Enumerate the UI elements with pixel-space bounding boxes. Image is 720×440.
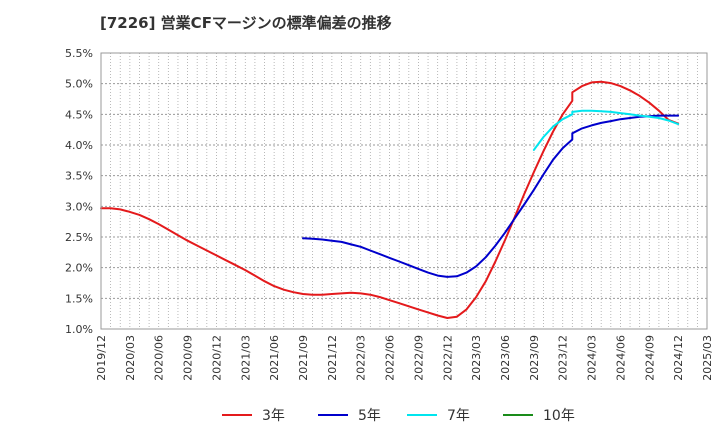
legend-label: 3年 [262,408,285,424]
y-tick-label: 3.0% [65,200,93,213]
y-tick-label: 4.5% [65,108,93,121]
x-tick-label: 2021/09 [297,335,310,381]
x-tick-label: 2020/06 [153,335,166,381]
x-tick-label: 2022/09 [412,335,425,381]
series-lines [100,80,680,319]
legend-label: 5年 [358,408,381,424]
y-tick-label: 3.5% [65,170,93,183]
x-tick-label: 2023/12 [557,335,570,381]
series-line-3年 [100,80,680,319]
y-tick-label: 5.5% [65,47,93,60]
series-line-7年 [532,109,680,151]
x-tick-label: 2022/12 [441,335,454,381]
y-tick-label: 1.0% [65,323,93,336]
x-tick-label: 2024/03 [586,335,599,381]
x-tick-label: 2025/03 [701,335,714,381]
legend: 3年 5年 7年 10年 [222,408,575,424]
x-tick-label: 2020/03 [124,335,137,381]
y-tick-label: 4.0% [65,139,93,152]
x-tick-label: 2020/09 [182,335,195,381]
y-tick-label: 2.0% [65,262,93,275]
series-line-5年 [302,114,680,278]
x-tick-label: 2021/12 [326,335,339,381]
grid [100,52,708,330]
y-axis-ticks: 1.0% 1.5% 2.0% 2.5% 3.0% 3.5% 4.0% 4.5% 5.0% 5.5% [65,47,93,336]
x-axis-ticks: 2019/12 2020/03 2020/06 2020/09 2020/12 2021/… [95,335,714,381]
x-tick-label: 2020/12 [210,335,223,381]
x-tick-label: 2022/06 [384,335,397,381]
x-tick-label: 2023/09 [528,335,541,381]
x-tick-label: 2023/03 [470,335,483,381]
y-tick-label: 2.5% [65,231,93,244]
chart-title: [7226] 営業CFマージンの標準偏差の推移 [100,14,392,32]
y-tick-label: 1.5% [65,292,93,305]
x-tick-label: 2024/06 [614,335,627,381]
x-tick-label: 2024/12 [672,335,685,381]
x-tick-label: 2022/03 [355,335,368,381]
x-tick-label: 2023/06 [499,335,512,381]
x-tick-label: 2021/06 [268,335,281,381]
x-tick-label: 2021/03 [239,335,252,381]
x-tick-label: 2024/09 [643,335,656,381]
legend-label: 7年 [447,408,470,424]
x-tick-label: 2019/12 [95,335,108,381]
y-tick-label: 5.0% [65,78,93,91]
legend-label: 10年 [543,408,575,424]
plot-frame [100,52,708,330]
